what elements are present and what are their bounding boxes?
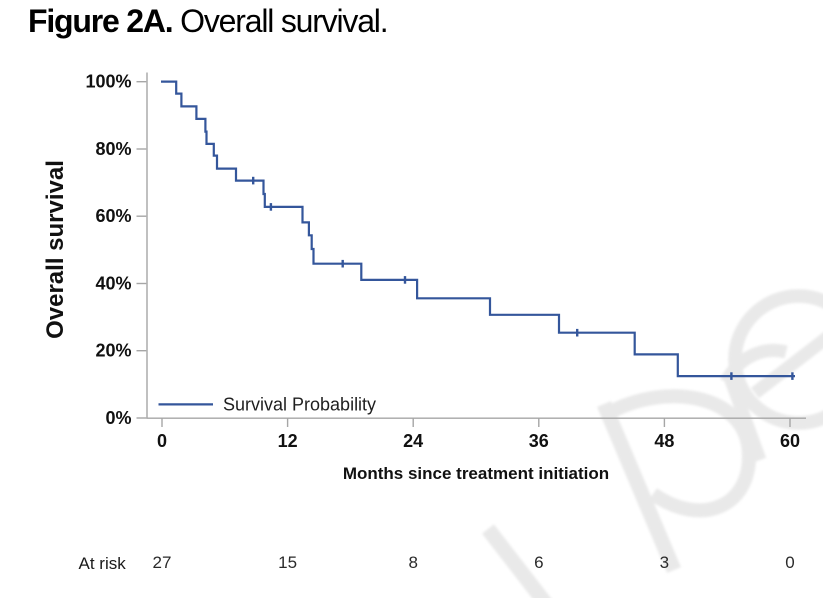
svg-text:Months since treatment initiat: Months since treatment initiation xyxy=(343,464,609,483)
svg-text:Survival Probability: Survival Probability xyxy=(223,395,376,415)
svg-text:20%: 20% xyxy=(95,341,131,361)
svg-text:40%: 40% xyxy=(95,274,131,294)
svg-text:8: 8 xyxy=(408,553,417,572)
svg-text:60%: 60% xyxy=(95,206,131,226)
svg-text:6: 6 xyxy=(534,553,543,572)
svg-text:24: 24 xyxy=(403,431,423,451)
svg-text:60: 60 xyxy=(780,431,800,451)
svg-text:0: 0 xyxy=(157,431,167,451)
svg-text:80%: 80% xyxy=(95,139,131,159)
svg-text:0: 0 xyxy=(785,553,794,572)
svg-text:12: 12 xyxy=(278,431,298,451)
svg-text:Overall survival: Overall survival xyxy=(42,160,69,339)
svg-text:3: 3 xyxy=(660,553,669,572)
svg-text:0%: 0% xyxy=(105,408,131,428)
svg-text:48: 48 xyxy=(654,431,674,451)
svg-text:27: 27 xyxy=(153,553,172,572)
svg-text:15: 15 xyxy=(278,553,297,572)
svg-text:100%: 100% xyxy=(85,72,131,92)
svg-text:36: 36 xyxy=(529,431,549,451)
svg-text:At risk: At risk xyxy=(79,554,127,573)
